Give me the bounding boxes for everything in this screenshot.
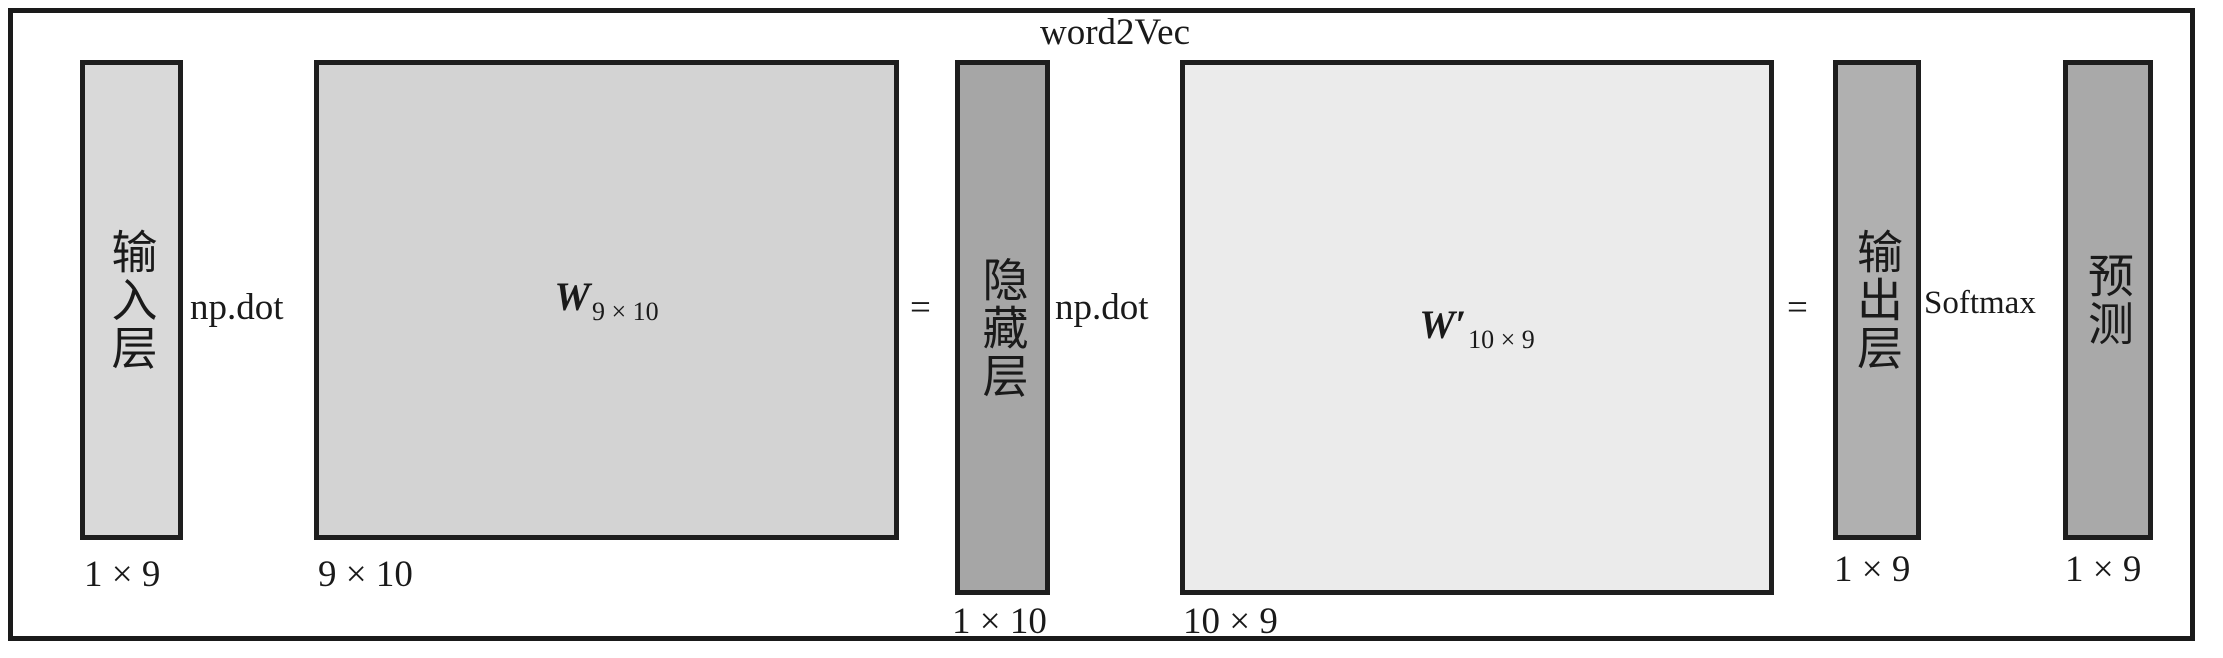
hidden-layer-box: 隐藏层 [955, 60, 1050, 595]
weight-matrix-prime-subscript: 10 × 9 [1468, 324, 1535, 354]
weight-matrix-prime-label: W′10 × 9 [1419, 301, 1535, 355]
hidden-layer-label: 隐藏层 [975, 255, 1030, 400]
prediction-box: 预测 [2063, 60, 2153, 540]
np-dot-operator-2: np.dot [1055, 287, 1149, 328]
equals-operator-2: = [1787, 287, 1808, 328]
weight-matrix-prime-symbol: W′ [1419, 301, 1467, 347]
input-layer-box: 输入层 [80, 60, 183, 540]
weight-matrix-prime-dims: 10 × 9 [1183, 601, 1278, 642]
hidden-layer-dims: 1 × 10 [952, 601, 1047, 642]
weight-matrix-box: W9 × 10 [314, 60, 899, 540]
weight-matrix-symbol: W [554, 274, 590, 319]
softmax-operator: Softmax [1924, 285, 2036, 321]
output-layer-box: 输出层 [1833, 60, 1921, 540]
output-layer-label: 输出层 [1850, 228, 1904, 372]
weight-matrix-prime-box: W′10 × 9 [1180, 60, 1774, 595]
prediction-label: 预测 [2081, 252, 2135, 348]
output-layer-dims: 1 × 9 [1834, 549, 1911, 590]
input-layer-dims: 1 × 9 [84, 554, 161, 595]
equals-operator-1: = [910, 287, 931, 328]
diagram-frame [8, 8, 2195, 641]
np-dot-operator-1: np.dot [190, 287, 284, 328]
prediction-dims: 1 × 9 [2065, 549, 2142, 590]
weight-matrix-subscript: 9 × 10 [591, 297, 659, 326]
diagram-title: word2Vec [1040, 12, 1191, 53]
input-layer-label: 输入层 [104, 228, 159, 372]
weight-matrix-dims: 9 × 10 [318, 554, 413, 595]
weight-matrix-label: W9 × 10 [554, 273, 658, 327]
